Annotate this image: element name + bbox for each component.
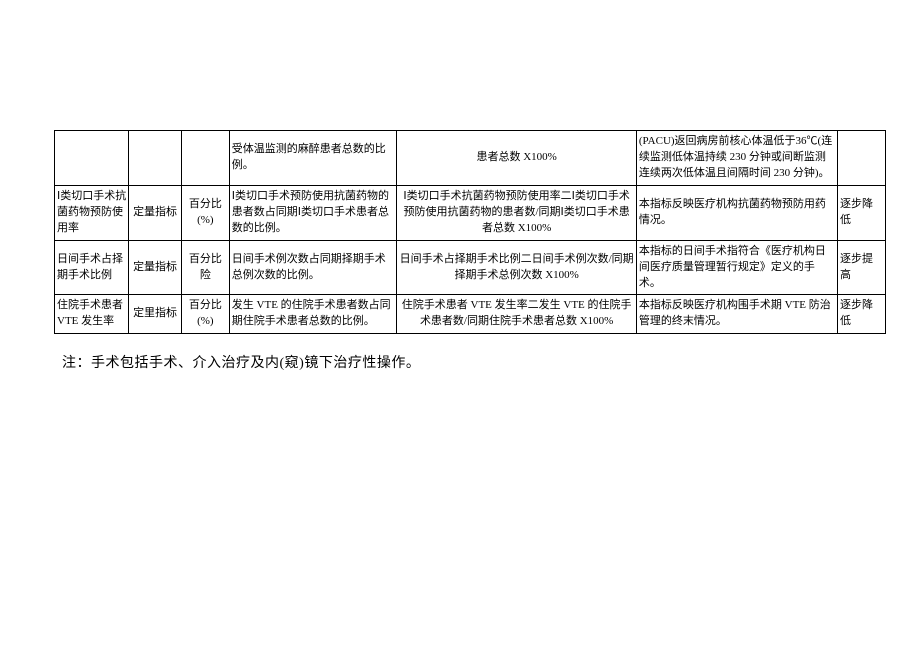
cell-def: Ⅰ类切口手术预防使用抗菌药物的患者数占同期Ⅰ类切口手术患者总数的比例。 xyxy=(229,185,397,240)
cell-unit: 百分比险 xyxy=(181,240,229,295)
cell-desc: 本指标的日间手术指符合《医疗机构日间医疗质量管理暂行规定》定义的手术。 xyxy=(636,240,837,295)
table-row: 受体温监测的麻醉患者总数的比例。 患者总数 X100% (PACU)返回病房前核… xyxy=(55,131,886,186)
cell-name: 住院手术患者 VTE 发生率 xyxy=(55,295,129,334)
cell-name: Ⅰ类切口手术抗菌药物预防使用率 xyxy=(55,185,129,240)
cell-formula: 住院手术患者 VTE 发生率二发生 VTE 的住院手术患者数/同期住院手术患者总… xyxy=(397,295,636,334)
cell-desc: (PACU)返回病房前核心体温低于36℃(连续监测低体温持续 230 分钟或间断… xyxy=(636,131,837,186)
cell-unit xyxy=(181,131,229,186)
cell-type: 定量指标 xyxy=(129,185,182,240)
cell-unit: 百分比(%) xyxy=(181,185,229,240)
cell-formula: Ⅰ类切口手术抗菌药物预防使用率二Ⅰ类切口手术预防使用抗菌药物的患者数/同期Ⅰ类切… xyxy=(397,185,636,240)
table-row: Ⅰ类切口手术抗菌药物预防使用率 定量指标 百分比(%) Ⅰ类切口手术预防使用抗菌… xyxy=(55,185,886,240)
table-body: 受体温监测的麻醉患者总数的比例。 患者总数 X100% (PACU)返回病房前核… xyxy=(55,131,886,334)
footnote: 注：手术包括手术、介入治疗及内(窥)镜下治疗性操作。 xyxy=(62,352,886,372)
cell-def: 日间手术例次数占同期择期手术总例次数的比例。 xyxy=(229,240,397,295)
cell-trend: 逐步降低 xyxy=(838,185,886,240)
cell-name: 日间手术占择期手术比例 xyxy=(55,240,129,295)
cell-type xyxy=(129,131,182,186)
table-row: 日间手术占择期手术比例 定量指标 百分比险 日间手术例次数占同期择期手术总例次数… xyxy=(55,240,886,295)
cell-trend: 逐步提高 xyxy=(838,240,886,295)
table-row: 住院手术患者 VTE 发生率 定里指标 百分比(%) 发生 VTE 的住院手术患… xyxy=(55,295,886,334)
cell-formula: 日间手术占择期手术比例二日间手术例次数/同期择期手术总例次数 X100% xyxy=(397,240,636,295)
cell-formula: 患者总数 X100% xyxy=(397,131,636,186)
page: 受体温监测的麻醉患者总数的比例。 患者总数 X100% (PACU)返回病房前核… xyxy=(0,0,920,651)
cell-trend xyxy=(838,131,886,186)
cell-trend: 逐步降低 xyxy=(838,295,886,334)
cell-name xyxy=(55,131,129,186)
cell-type: 定量指标 xyxy=(129,240,182,295)
cell-def: 受体温监测的麻醉患者总数的比例。 xyxy=(229,131,397,186)
indicator-table: 受体温监测的麻醉患者总数的比例。 患者总数 X100% (PACU)返回病房前核… xyxy=(54,130,886,334)
cell-type: 定里指标 xyxy=(129,295,182,334)
cell-desc: 本指标反映医疗机构围手术期 VTE 防治管理的终末情况。 xyxy=(636,295,837,334)
cell-desc: 本指标反映医疗机构抗菌药物预防用药情况。 xyxy=(636,185,837,240)
cell-unit: 百分比(%) xyxy=(181,295,229,334)
cell-def: 发生 VTE 的住院手术患者数占同期住院手术患者总数的比例。 xyxy=(229,295,397,334)
